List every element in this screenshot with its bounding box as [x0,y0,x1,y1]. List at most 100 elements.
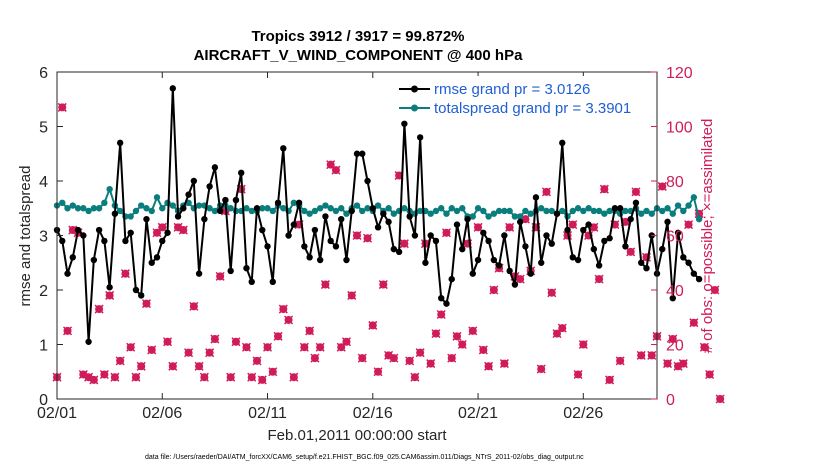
rmse-point [527,270,534,277]
obs-count-marker [184,348,194,358]
spread-point [438,205,445,212]
spread-point [516,213,524,220]
obs-count-marker [278,304,288,314]
obs-count-marker [505,222,515,232]
obs-count-marker [115,356,125,366]
rmse-point [438,294,445,302]
spread-point [674,202,682,209]
rmse-point [427,232,434,239]
spread-point [664,205,671,212]
rmse-point [595,262,603,269]
rmse-point [585,221,592,228]
rmse-point [601,237,608,245]
rmse-point [564,226,571,234]
spread-point [669,210,676,217]
spread-point [101,199,108,206]
rmse-point [511,281,519,288]
y-axis-label-right: # of obs: o=possible; ×=assimilated [699,119,716,354]
rmse-point [274,199,282,206]
x-tick-label: 02/11 [248,405,287,422]
obs-count-marker [331,165,341,175]
spread-point [243,205,250,212]
data-file-footnote: data file: /Users/raeder/DAI/ATM_forcXX/… [145,454,584,461]
rmse-point [432,237,440,245]
rmse-point [659,245,666,253]
rmse-point [422,259,429,266]
obs-count-marker [636,350,646,360]
chart-subtitle: AIRCRAFT_V_WIND_COMPONENT @ 400 hPa [194,47,524,64]
y-tick-label-left: 3 [39,229,48,246]
obs-count-marker [468,326,478,336]
obs-count-marker [273,331,283,341]
rmse-point [501,232,508,239]
spread-point [680,207,687,215]
y-tick-label-right: 0 [666,392,675,409]
obs-count-marker [647,350,657,360]
rmse-point [64,270,71,277]
obs-count-marker [205,348,215,358]
y-tick-label-left: 0 [39,392,48,409]
rmse-point [59,237,66,245]
rmse-point [90,256,98,264]
obs-count-marker [99,369,109,380]
y-tick-label-right: 20 [666,338,684,355]
x-tick-label: 02/26 [563,405,603,422]
rmse-point [469,270,476,277]
rmse-point [327,237,334,245]
obs-count-marker [120,269,130,279]
rmse-point [80,232,87,239]
spread-point [580,207,587,215]
spread-point [148,207,155,215]
spread-point [311,207,319,215]
spread-point [459,205,466,212]
obs-count-marker [268,367,278,377]
x-tick-label: 02/06 [142,405,182,422]
spread-point [432,207,440,215]
rmse-point [248,278,255,286]
obs-count-marker [126,342,136,352]
spread-point [659,207,666,215]
rmse-point [106,284,113,291]
rmse-point [364,177,371,185]
obs-count-marker [615,356,625,366]
rmse-point [532,194,540,201]
spread-point [606,207,613,215]
rmse-point [301,243,308,250]
rmse-point [280,145,287,152]
obs-count-marker [210,334,220,344]
rmse-point [495,262,503,269]
obs-count-marker [389,353,399,363]
rmse-point [338,215,345,223]
spread-point [116,207,124,215]
rmse-point [306,254,313,261]
obs-count-marker [310,353,320,363]
spread-point [306,210,313,217]
rmse-point [243,265,250,272]
rmse-point [622,243,629,250]
obs-count-marker [578,339,588,350]
spread-point [595,207,603,215]
rmse-point [127,229,134,236]
spread-point [64,205,71,212]
obs-count-marker [226,372,236,382]
x-tick-label: 02/16 [353,405,393,422]
rmse-point [138,292,145,299]
rmse-point [132,286,140,294]
obs-count-marker [257,375,267,385]
obs-count-marker [147,345,157,355]
x-tick-label: 02/01 [37,405,77,422]
obs-count-marker [362,233,373,243]
rmse-point [611,205,619,212]
obs-count-marker [247,372,257,382]
spread-point [211,207,219,215]
obs-count-marker [447,353,457,363]
obs-count-marker [241,342,252,352]
rmse-point [690,270,698,277]
spread-point [138,202,145,209]
obs-count-marker [378,280,388,290]
y-tick-label-left: 6 [39,65,48,82]
spread-point [485,213,492,220]
spread-point [490,210,498,217]
spread-point [106,185,113,193]
rmse-point [185,191,192,198]
